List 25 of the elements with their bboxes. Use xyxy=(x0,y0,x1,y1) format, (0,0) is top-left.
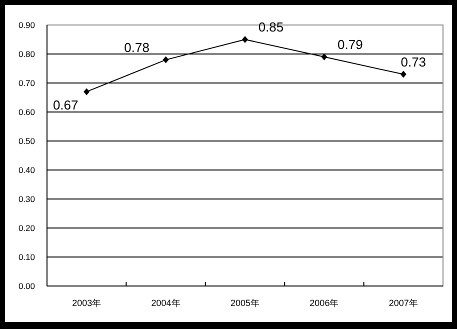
data-label: 0.67 xyxy=(52,98,78,113)
data-label: 0.73 xyxy=(400,54,426,70)
point xyxy=(84,88,90,96)
y-tick-label: 0.90 xyxy=(18,20,36,30)
y-tick-label: 0.80 xyxy=(18,49,36,59)
data-label: 0.85 xyxy=(258,20,284,34)
point xyxy=(400,70,406,78)
point xyxy=(242,36,248,43)
y-tick-label: 0.00 xyxy=(18,281,36,291)
x-tick-label: 2007年 xyxy=(388,298,418,308)
point xyxy=(321,53,328,60)
point xyxy=(162,56,169,64)
y-tick-label: 0.20 xyxy=(18,223,36,233)
data-label: 0.79 xyxy=(338,36,363,52)
x-tick-label: 2005年 xyxy=(230,298,260,308)
x-tick-label: 2006年 xyxy=(310,298,339,308)
y-tick-label: 0.40 xyxy=(18,165,36,175)
x-tick-label: 2004年 xyxy=(151,298,180,308)
data-label: 0.78 xyxy=(124,40,150,55)
y-tick-label: 0.30 xyxy=(18,194,36,204)
y-tick-label: 0.60 xyxy=(18,107,36,117)
x-tick-label: 2003年 xyxy=(72,298,102,308)
y-tick-label: 0.70 xyxy=(18,78,36,88)
y-tick-label: 0.10 xyxy=(18,252,36,262)
y-tick-label: 0.50 xyxy=(18,136,36,146)
